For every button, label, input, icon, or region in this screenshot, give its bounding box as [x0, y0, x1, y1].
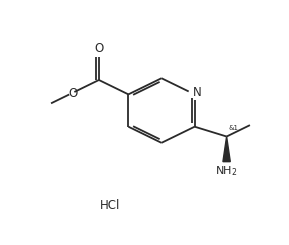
Text: N: N — [192, 86, 201, 99]
Polygon shape — [223, 136, 230, 162]
Text: NH$_2$: NH$_2$ — [215, 165, 238, 178]
Text: O: O — [68, 87, 77, 100]
Text: O: O — [94, 42, 103, 55]
Text: HCl: HCl — [100, 199, 121, 212]
Text: &1: &1 — [229, 125, 239, 131]
